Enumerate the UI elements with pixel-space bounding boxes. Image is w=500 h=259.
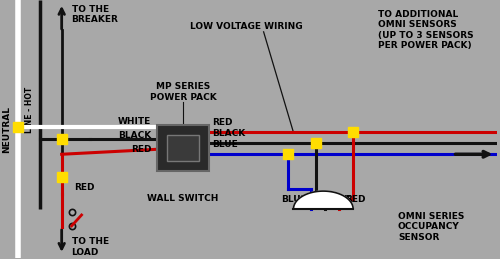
- Text: WHITE: WHITE: [118, 117, 151, 126]
- Text: TO ADDITIONAL
OMNI SENSORS
(UP TO 3 SENSORS
PER POWER PACK): TO ADDITIONAL OMNI SENSORS (UP TO 3 SENS…: [378, 10, 474, 50]
- Text: BLUE: BLUE: [212, 140, 238, 149]
- Text: RED: RED: [212, 118, 233, 127]
- Text: TO THE
LOAD: TO THE LOAD: [72, 237, 108, 256]
- Text: WALL SWITCH: WALL SWITCH: [147, 194, 218, 203]
- Text: TO THE
BREAKER: TO THE BREAKER: [72, 5, 118, 24]
- Text: BLUE: BLUE: [282, 195, 308, 204]
- Text: RED: RED: [74, 183, 95, 192]
- Bar: [157, 125, 209, 171]
- Polygon shape: [294, 191, 353, 209]
- Text: MP SERIES
POWER PACK: MP SERIES POWER PACK: [150, 82, 216, 102]
- Text: RED: RED: [345, 195, 366, 204]
- Text: BLACK: BLACK: [318, 195, 352, 204]
- Text: LINE - HOT: LINE - HOT: [26, 86, 35, 133]
- Text: RED: RED: [130, 145, 151, 154]
- Bar: [167, 135, 199, 161]
- Text: BLACK: BLACK: [118, 131, 151, 140]
- Text: LOW VOLTAGE WIRING: LOW VOLTAGE WIRING: [190, 22, 303, 31]
- Text: BLACK: BLACK: [212, 129, 245, 138]
- Text: OMNI SERIES
OCCUPANCY
SENSOR: OMNI SERIES OCCUPANCY SENSOR: [398, 212, 464, 242]
- Text: NEUTRAL: NEUTRAL: [2, 106, 12, 153]
